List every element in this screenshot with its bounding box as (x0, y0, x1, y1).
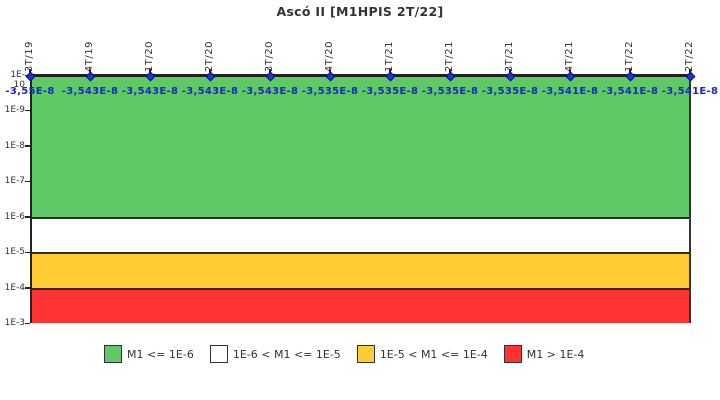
value-label: -3,55E-8 (5, 86, 55, 97)
y-tick-label: 1E-8 (4, 140, 25, 151)
x-tick-label: 2T/21 (444, 40, 455, 72)
value-label: -3,543E-8 (181, 86, 239, 97)
y-tick-mark (25, 145, 30, 147)
x-tick-label-wrap: 3T/20 (262, 26, 278, 72)
threshold-band (32, 216, 689, 253)
x-tick-label-wrap: 1T/20 (142, 26, 158, 72)
threshold-band (32, 252, 689, 288)
legend-item: 1E-6 < M1 <= 1E-5 (209, 345, 341, 363)
legend-item: 1E-5 < M1 <= 1E-4 (356, 345, 488, 363)
x-tick-label: 3T/19 (24, 40, 35, 72)
y-tick-label: 1E-10 (10, 70, 25, 90)
value-label: -3,543E-8 (61, 86, 119, 97)
x-tick-label-wrap: 1T/21 (382, 26, 398, 72)
x-tick-label: 2T/20 (204, 40, 215, 72)
legend-label: M1 > 1E-4 (526, 347, 585, 361)
legend-item: M1 <= 1E-6 (104, 345, 194, 363)
y-tick-mark (25, 322, 30, 324)
value-label: -3,535E-8 (301, 86, 359, 97)
x-tick-label-wrap: 2T/21 (442, 26, 458, 72)
x-tick-label-wrap: 4T/20 (322, 26, 338, 72)
x-tick-label: 4T/20 (324, 40, 335, 72)
legend: M1 <= 1E-6 1E-6 < M1 <= 1E-5 1E-5 < M1 <= … (104, 345, 584, 363)
x-tick-label: 4T/21 (564, 40, 575, 72)
legend-item: M1 > 1E-4 (503, 345, 585, 363)
value-label: -3,541E-8 (541, 86, 599, 97)
x-tick-label-wrap: 2T/20 (202, 26, 218, 72)
x-tick-label: 2T/22 (684, 40, 695, 72)
legend-swatch (104, 345, 122, 363)
legend-swatch (503, 345, 522, 363)
legend-label: 1E-5 < M1 <= 1E-4 (379, 347, 488, 361)
value-label: -3,541E-8 (661, 86, 719, 97)
legend-swatch (356, 345, 375, 363)
value-label: -3,535E-8 (481, 86, 539, 97)
page-title: Ascó II [M1HPIS 2T/22] (276, 4, 444, 19)
y-tick-label: 1E-7 (4, 176, 25, 187)
x-tick-label: 3T/21 (504, 40, 515, 72)
y-tick-label: 1E-4 (4, 282, 25, 293)
x-tick-label-wrap: 3T/21 (502, 26, 518, 72)
value-label: -3,535E-8 (361, 86, 419, 97)
x-tick-label-wrap: 3T/19 (22, 26, 38, 72)
plot-area (30, 75, 691, 323)
x-tick-label-wrap: 1T/22 (622, 26, 638, 72)
legend-label: M1 <= 1E-6 (127, 347, 194, 361)
y-tick-label: 1E-3 (4, 318, 25, 328)
legend-label: 1E-6 < M1 <= 1E-5 (232, 347, 341, 361)
y-tick-mark (25, 109, 30, 112)
value-label: -3,543E-8 (241, 86, 299, 97)
x-tick-label-wrap: 4T/21 (562, 26, 578, 72)
threshold-band (32, 75, 689, 217)
y-tick-label: 1E-9 (4, 105, 25, 116)
y-tick-mark (25, 251, 30, 254)
y-tick-label: 1E-5 (4, 247, 25, 258)
value-label: -3,535E-8 (421, 86, 479, 97)
y-tick-label: 1E-6 (4, 211, 25, 222)
y-tick-mark (25, 287, 30, 289)
x-tick-label-wrap: 2T/22 (682, 26, 698, 72)
y-tick-mark (25, 74, 30, 76)
value-label: -3,543E-8 (121, 86, 179, 97)
x-tick-label: 1T/22 (624, 40, 635, 72)
x-tick-label: 4T/19 (84, 40, 95, 72)
x-tick-label: 1T/20 (144, 40, 155, 72)
y-tick-mark (25, 216, 30, 218)
value-label: -3,541E-8 (601, 86, 659, 97)
y-tick-mark (25, 180, 30, 183)
threshold-band (32, 287, 689, 323)
series-line (28, 74, 692, 77)
x-tick-label-wrap: 4T/19 (82, 26, 98, 72)
x-tick-label: 3T/20 (264, 40, 275, 72)
x-tick-label: 1T/21 (384, 40, 395, 72)
legend-swatch (209, 345, 228, 363)
